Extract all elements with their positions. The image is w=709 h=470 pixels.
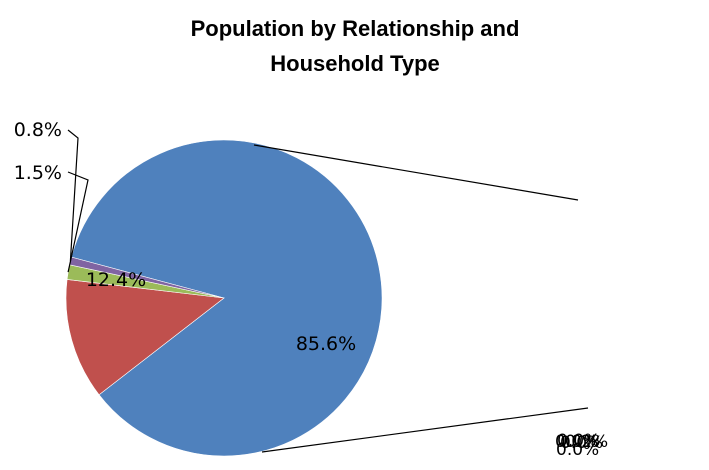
pie-slice-12-4pct bbox=[65, 279, 225, 396]
secondary-label: 0.0% bbox=[557, 431, 600, 451]
slice-labels: 85.6% 12.4% 1.5% 0.8% bbox=[14, 119, 356, 355]
secondary-label: 0.0% bbox=[555, 432, 598, 452]
slice-label: 1.5% bbox=[14, 162, 62, 184]
leader-line-1-5pct bbox=[67, 171, 89, 273]
slice-label: 12.4% bbox=[86, 269, 146, 291]
secondary-label: 0.0% bbox=[560, 433, 603, 453]
connector-lines bbox=[67, 129, 589, 453]
connector-line-top bbox=[253, 144, 579, 201]
chart-title-line-2: Household Type bbox=[270, 51, 440, 76]
slice-label: 0.8% bbox=[14, 119, 62, 141]
secondary-labels: 0.0%0.0%0.0%0.0%0.2% bbox=[555, 431, 608, 460]
secondary-label: 0.2% bbox=[565, 432, 608, 452]
slice-label: 85.6% bbox=[296, 333, 356, 355]
pie-slices bbox=[65, 139, 383, 457]
connector-line-bottom bbox=[261, 407, 589, 453]
leader-line-0-8pct bbox=[67, 129, 79, 261]
chart-title-line-1: Population by Relationship and bbox=[191, 16, 520, 41]
pie-slice-85-6pct bbox=[71, 139, 383, 457]
secondary-label: 0.0% bbox=[556, 440, 599, 460]
